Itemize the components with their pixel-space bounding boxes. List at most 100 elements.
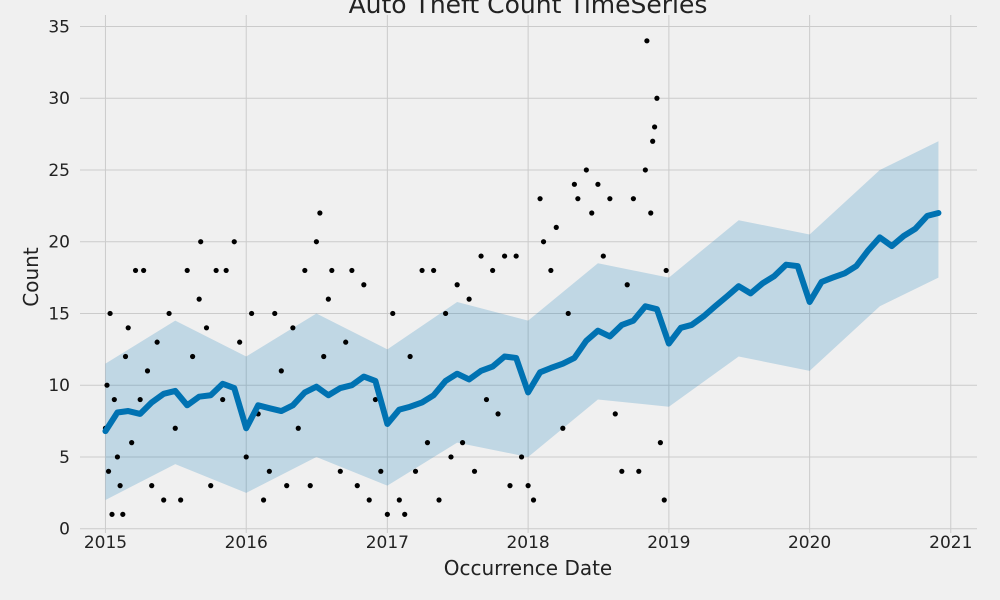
y-tick-label: 0: [59, 520, 70, 540]
observed-point: [149, 483, 155, 489]
observed-point: [104, 382, 110, 388]
observed-point: [196, 296, 202, 302]
chart-title: Auto Theft Count TimeSeries: [349, 0, 708, 19]
observed-point: [407, 353, 413, 360]
observed-point: [366, 497, 372, 503]
observed-point: [132, 267, 139, 274]
observed-point: [412, 468, 419, 474]
observed-point: [317, 210, 323, 216]
observed-point: [249, 310, 255, 317]
observed-point: [203, 325, 210, 331]
observed-point: [329, 267, 335, 274]
observed-point: [630, 196, 636, 202]
observed-points: [102, 38, 669, 517]
x-tick-label: 2016: [225, 533, 268, 553]
observed-point: [431, 267, 437, 274]
observed-point: [518, 454, 525, 460]
observed-point: [190, 353, 196, 360]
observed-point: [642, 167, 648, 173]
observed-point: [607, 196, 613, 202]
observed-point: [272, 310, 278, 317]
observed-point: [184, 267, 190, 274]
observed-point: [243, 454, 249, 460]
x-tick-label: 2019: [647, 533, 690, 553]
observed-point: [105, 468, 112, 474]
observed-point: [325, 296, 331, 302]
observed-point: [144, 368, 151, 374]
observed-point: [530, 497, 537, 503]
observed-point: [198, 239, 204, 245]
observed-point: [419, 267, 425, 274]
observed-point: [117, 483, 123, 489]
observed-point: [624, 282, 630, 288]
y-tick-label: 5: [59, 448, 70, 468]
observed-point: [612, 411, 618, 417]
observed-point: [471, 468, 478, 474]
observed-point: [654, 95, 660, 101]
y-tick-label: 35: [48, 17, 70, 37]
observed-point: [424, 440, 431, 446]
observed-point: [284, 483, 290, 489]
y-tick-label: 25: [48, 161, 70, 181]
y-tick-label: 30: [48, 89, 70, 109]
observed-point: [553, 224, 559, 230]
y-axis-label: Count: [19, 247, 43, 307]
x-tick-label: 2020: [788, 533, 831, 553]
observed-point: [600, 253, 606, 259]
observed-point: [172, 425, 178, 431]
observed-point: [278, 368, 284, 374]
observed-point: [396, 497, 402, 503]
observed-point: [302, 267, 308, 274]
observed-point: [560, 425, 566, 431]
observed-point: [378, 468, 384, 474]
x-tick-label: 2015: [84, 533, 127, 553]
observed-point: [657, 440, 663, 446]
observed-point: [295, 425, 301, 431]
observed-point: [313, 239, 319, 245]
observed-point: [384, 511, 390, 517]
observed-point: [583, 167, 589, 173]
x-tick-label: 2017: [366, 533, 409, 553]
observed-point: [107, 310, 113, 317]
observed-point: [372, 396, 379, 403]
observed-point: [507, 483, 513, 489]
observed-point: [109, 511, 115, 517]
observed-point: [402, 511, 408, 517]
observed-point: [495, 411, 501, 417]
observed-point: [129, 440, 135, 446]
observed-point: [141, 267, 147, 274]
observed-point: [575, 196, 581, 202]
observed-point: [513, 253, 519, 259]
observed-point: [111, 396, 117, 403]
observed-point: [571, 181, 577, 187]
observed-point: [548, 267, 554, 274]
y-tick-label: 15: [48, 304, 70, 324]
observed-point: [648, 210, 654, 216]
y-tick-label: 10: [48, 376, 70, 396]
observed-point: [501, 253, 508, 259]
observed-point: [178, 497, 184, 503]
observed-point: [120, 511, 126, 517]
forecast-line: [102, 210, 942, 435]
observed-point: [589, 210, 595, 216]
observed-point: [213, 267, 219, 274]
observed-point: [166, 310, 172, 317]
observed-point: [154, 339, 160, 345]
observed-point: [266, 468, 272, 474]
observed-point: [114, 454, 121, 460]
observed-point: [525, 483, 531, 489]
observed-point: [483, 396, 490, 403]
observed-point: [644, 38, 650, 44]
observed-point: [161, 497, 167, 503]
observed-point: [307, 483, 313, 489]
observed-point: [237, 339, 243, 345]
observed-point: [220, 396, 226, 403]
observed-point: [223, 267, 229, 274]
observed-point: [122, 353, 129, 360]
x-tick-label: 2018: [506, 533, 549, 553]
y-tick-labels: 0 5 10 15 20 25 30 35: [48, 17, 70, 539]
observed-point: [343, 339, 349, 345]
observed-point: [349, 267, 355, 274]
x-tick-label: 2021: [929, 533, 972, 553]
